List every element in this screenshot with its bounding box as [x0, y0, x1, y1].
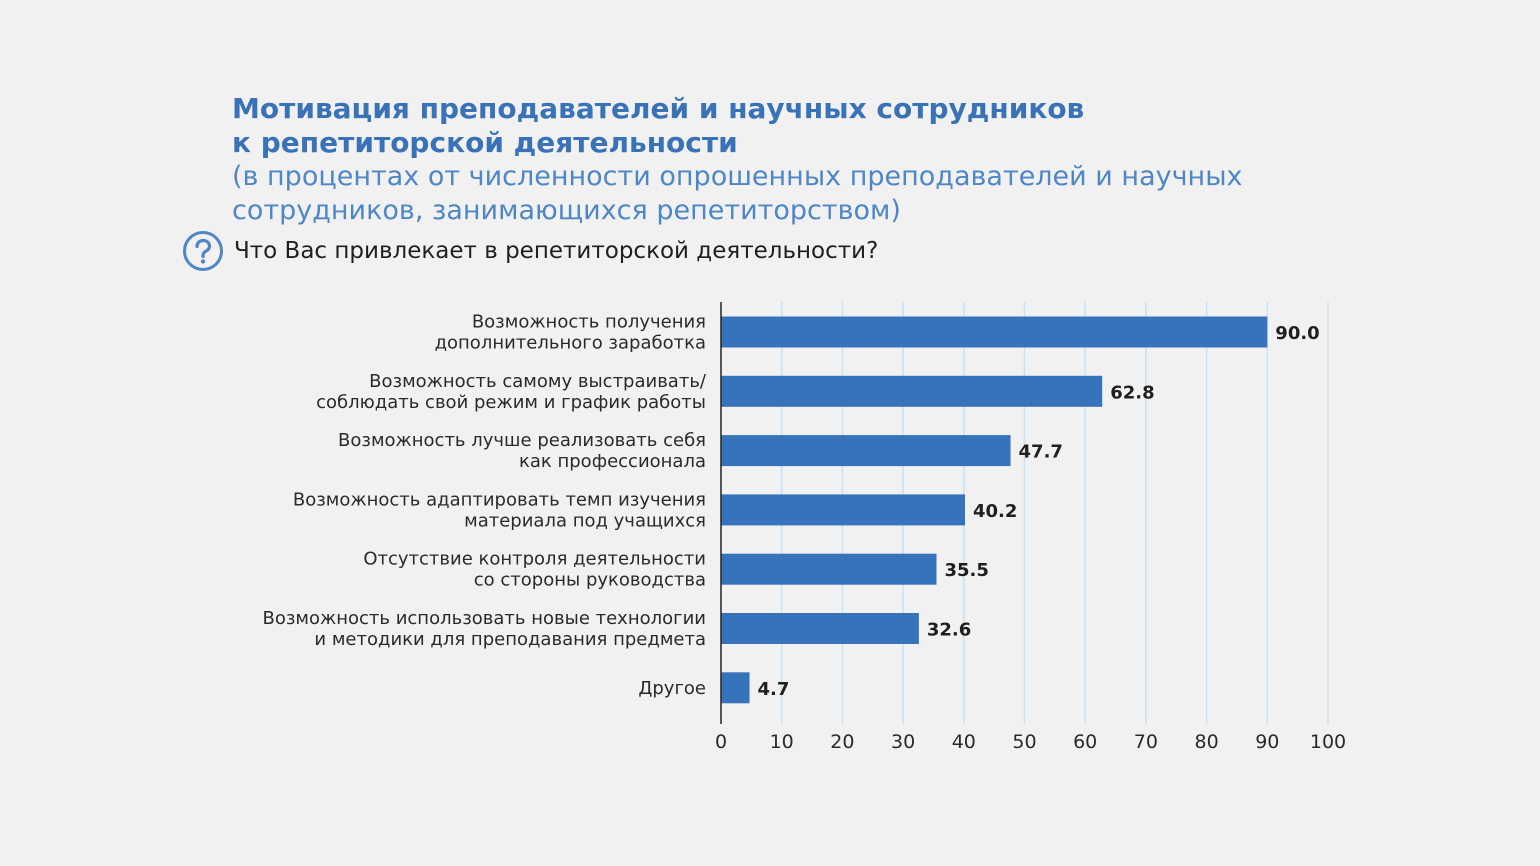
x-tick-label-80: 80: [1195, 731, 1219, 753]
x-tick-label-60: 60: [1073, 731, 1097, 753]
category-label-line: Другое: [638, 678, 706, 699]
category-label-3: Возможность адаптировать темп изучения ма…: [293, 489, 706, 531]
x-tick-label-50: 50: [1012, 731, 1036, 753]
x-tick-label-10: 10: [770, 731, 794, 753]
category-label-line: со стороны руководства: [474, 570, 706, 591]
category-label-line: Возможность лучше реализовать себя: [338, 430, 706, 451]
question-circle-icon: [183, 231, 223, 271]
x-tick-label-20: 20: [830, 731, 854, 753]
bar-0: [721, 316, 1268, 348]
bar-2: [721, 435, 1011, 467]
value-label-0: 90.0: [1275, 323, 1319, 344]
category-label-line: Возможность адаптировать темп изучения: [293, 489, 706, 510]
category-label-5: Возможность использовать новые технологи…: [262, 608, 706, 650]
value-label-1: 62.8: [1110, 382, 1154, 403]
category-label-0: Возможность получения дополнительного зар…: [435, 312, 706, 354]
category-label-line: материала под учащихся: [464, 510, 706, 531]
x-tick-label-90: 90: [1255, 731, 1279, 753]
value-label-2: 47.7: [1019, 442, 1063, 463]
value-label-3: 40.2: [973, 501, 1017, 522]
chart-subtitle-line1: (в процентах от численности опрошенных п…: [232, 161, 1243, 192]
x-tick-label-40: 40: [952, 731, 976, 753]
chart-subtitle-line2: сотрудников, занимающихся репетиторством…: [232, 195, 901, 226]
value-label-4: 35.5: [944, 560, 988, 581]
category-label-line: Возможность получения: [472, 312, 706, 333]
category-label-line: Возможность самому выстраивать/: [369, 371, 707, 392]
bar-3: [721, 494, 966, 526]
survey-question: Что Вас привлекает в репетиторской деяте…: [234, 238, 879, 264]
x-tick-label-30: 30: [891, 731, 915, 753]
category-label-line: и методики для преподавания предмета: [314, 629, 706, 650]
value-label-5: 32.6: [927, 620, 971, 641]
bar-6: [721, 672, 750, 704]
category-label-line: как профессионала: [519, 451, 706, 472]
category-label-6: Другое: [638, 678, 706, 699]
category-label-2: Возможность лучше реализовать себя как пр…: [338, 430, 706, 472]
category-label-line: дополнительного заработка: [435, 333, 706, 354]
x-tick-label-100: 100: [1310, 731, 1346, 753]
value-label-6: 4.7: [758, 679, 790, 700]
x-tick-label-0: 0: [715, 731, 727, 753]
category-label-line: соблюдать свой режим и график работы: [316, 392, 706, 413]
bar-4: [721, 553, 937, 585]
bar-5: [721, 613, 919, 644]
chart-title-line1: Мотивация преподавателей и научных сотру…: [232, 92, 1085, 125]
chart-title: Мотивация преподавателей и научных сотру…: [232, 92, 1084, 160]
category-label-line: Отсутствие контроля деятельности: [363, 549, 706, 570]
bar-1: [721, 375, 1103, 407]
x-tick-label-70: 70: [1134, 731, 1158, 753]
chart-subtitle: (в процентах от численности опрошенных п…: [232, 160, 1332, 228]
category-label-4: Отсутствие контроля деятельности со сторо…: [363, 549, 706, 591]
chart-title-line2: к репетиторской деятельности: [232, 126, 738, 159]
category-label-1: Возможность самому выстраивать/соблюдать…: [316, 371, 707, 413]
category-label-line: Возможность использовать новые технологи…: [262, 608, 706, 629]
